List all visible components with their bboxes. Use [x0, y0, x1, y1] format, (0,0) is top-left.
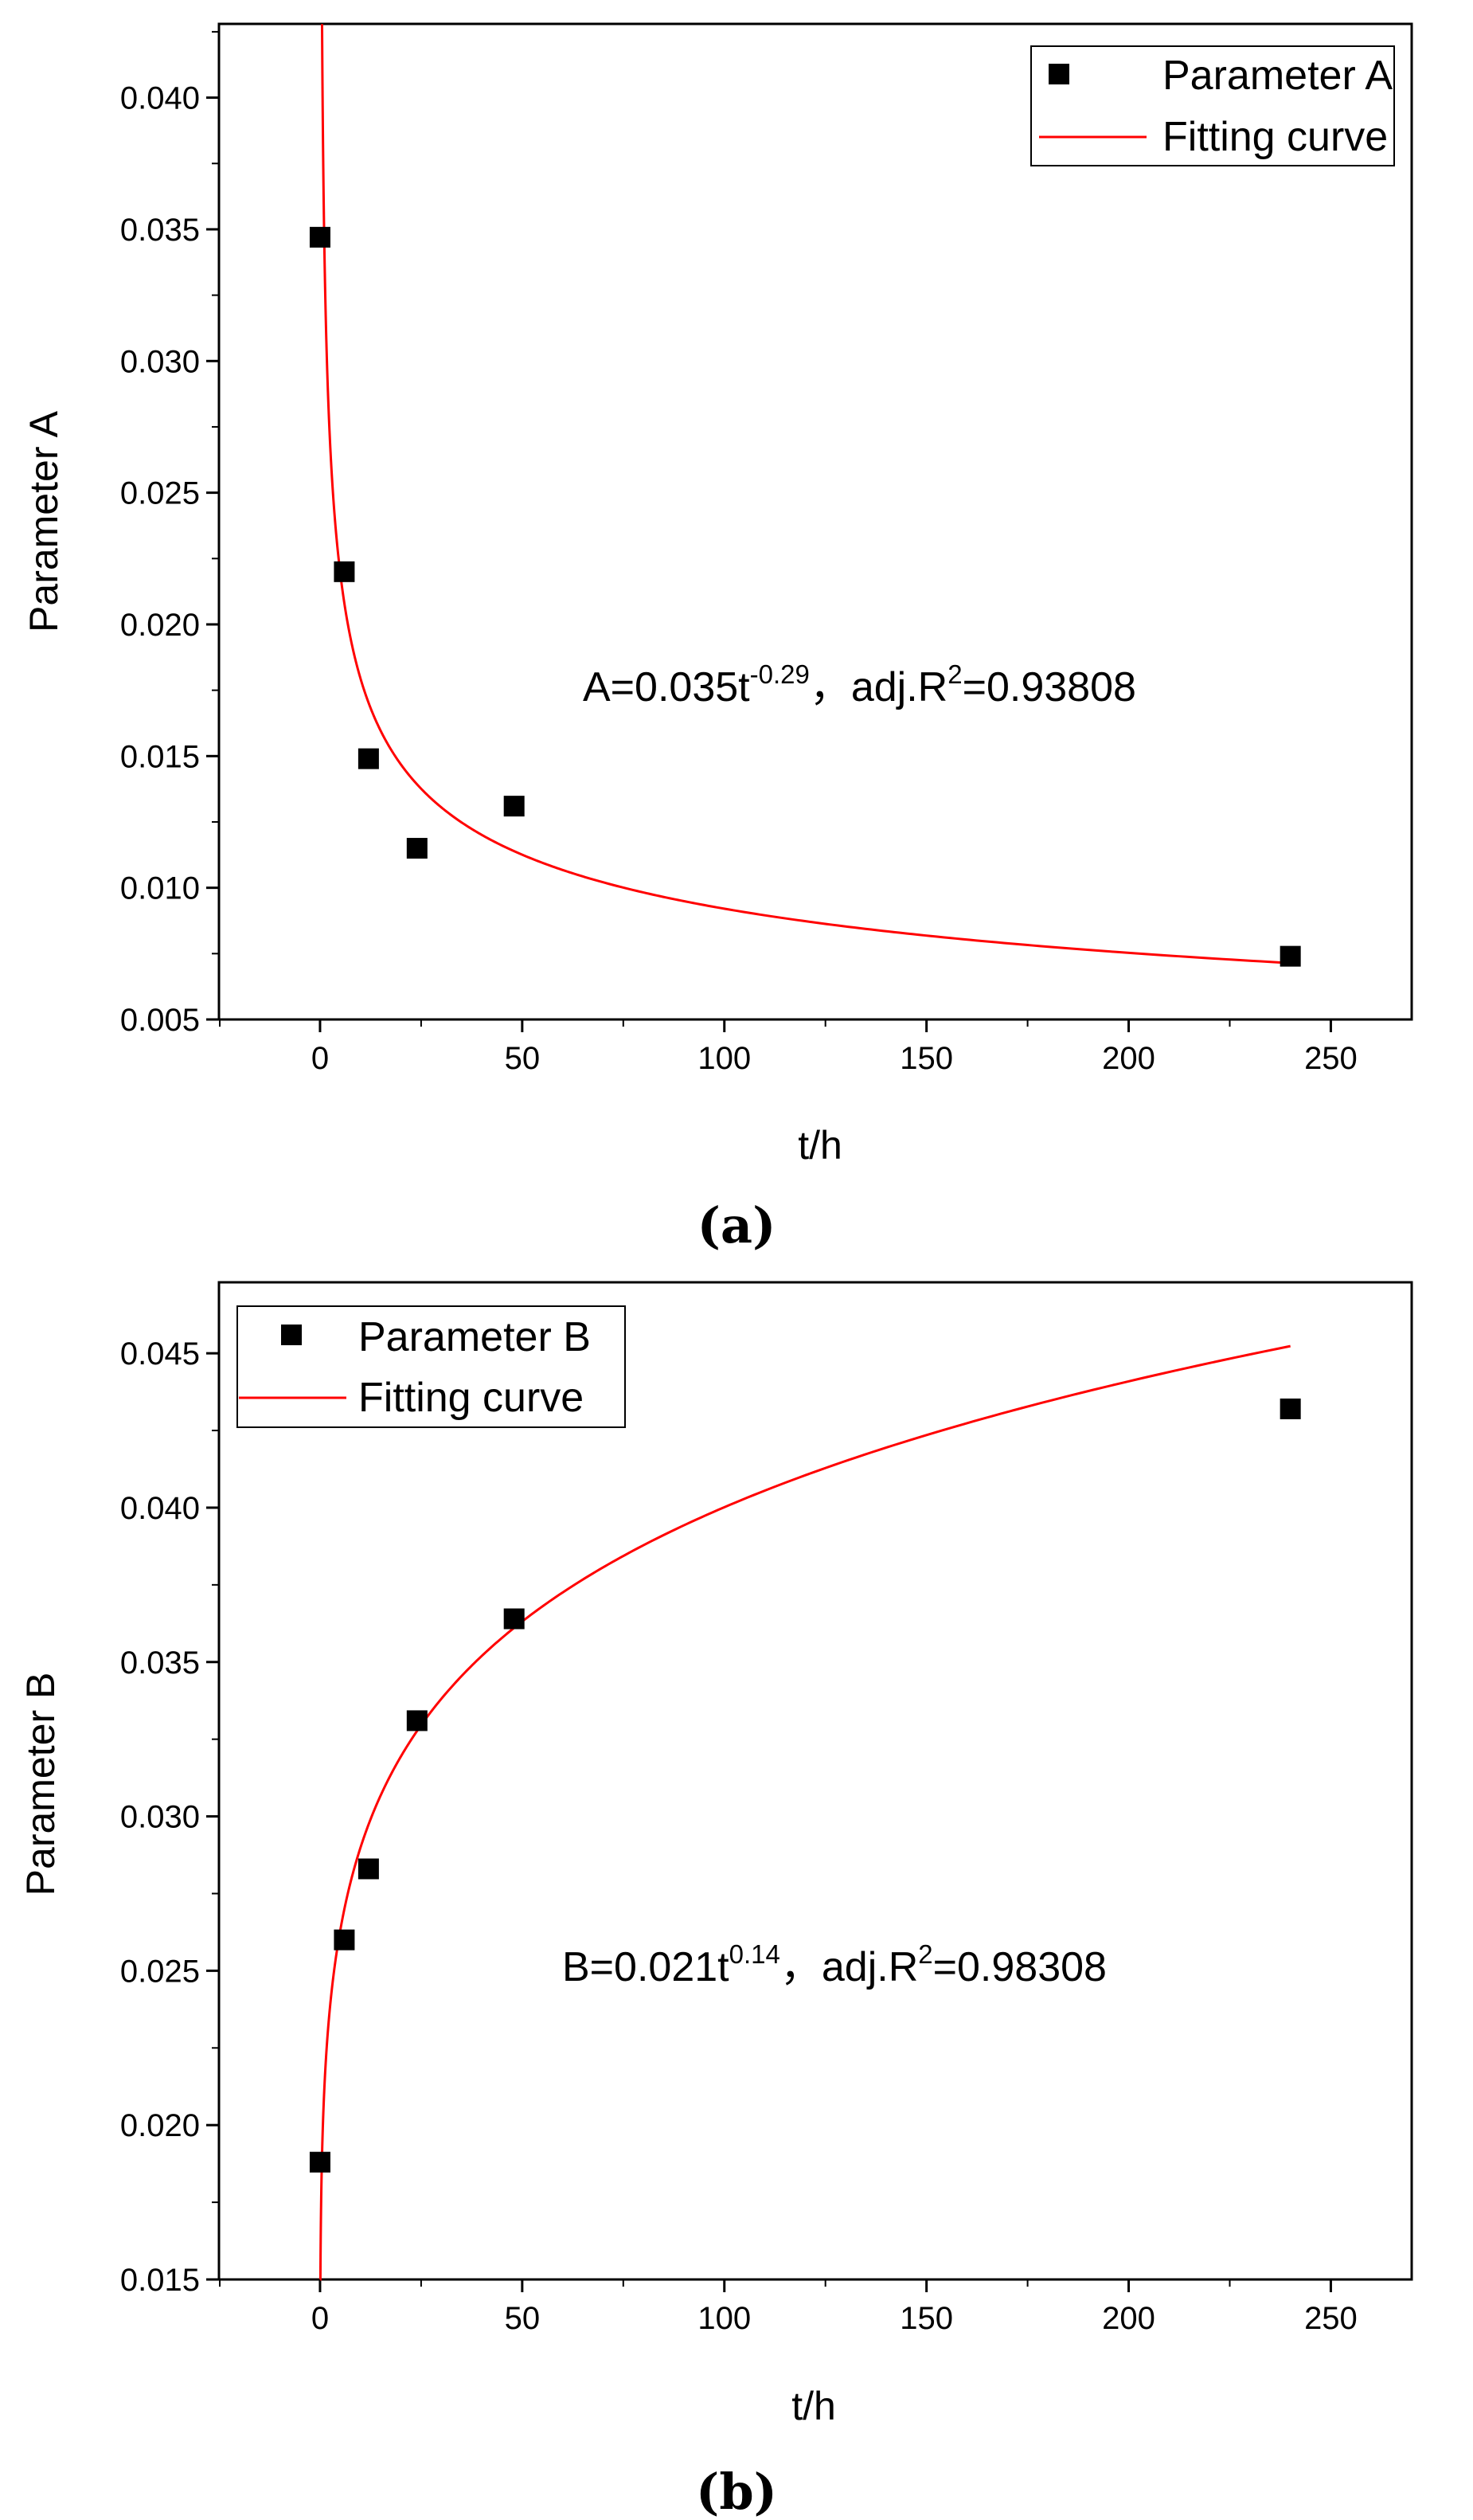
y-axis-label-b: Parameter B: [18, 1673, 63, 1896]
y-tick-label-b-3: 0.030: [120, 1800, 200, 1835]
legend-b: Parameter B Fitting curve: [236, 1305, 626, 1428]
y-tick-label-b-1: 0.020: [120, 2108, 200, 2143]
x-ticks-b: 0 50 100 150 200 250: [219, 2279, 1358, 2336]
legend-marker-b: [281, 1325, 302, 1345]
x-tick-label-a-0: 0: [311, 1041, 329, 1076]
x-tick-label-a-1: 50: [505, 1041, 541, 1076]
y-tick-label-a-3: 0.020: [120, 608, 200, 643]
fitting-curve-b: [318, 1344, 1291, 2281]
y-tick-label-b-2: 0.025: [120, 1954, 200, 1989]
x-ticks-a: 0 50 100 150 200 250: [219, 1019, 1358, 1076]
y-ticks-b: 0.015 0.020 0.025 0.030 0.035 0.040 0.045: [120, 1336, 219, 2298]
plot-frame-a: [217, 22, 1413, 1021]
data-point-b-4: [503, 1608, 525, 1630]
x-tick-label-b-4: 200: [1102, 2301, 1155, 2336]
eq-suffix-b: =0.98308: [933, 1944, 1107, 1990]
eq-prefix-b: B=0.021t: [562, 1944, 729, 1990]
data-points-a: [309, 226, 1301, 967]
x-tick-label-a-2: 100: [697, 1041, 751, 1076]
data-point-a-2: [358, 748, 379, 769]
data-point-b-3: [406, 1710, 428, 1732]
fitting-curve-a: [320, 24, 1291, 965]
legend-label-fitting-curve-a: Fitting curve: [1162, 114, 1388, 160]
x-tick-label-b-5: 250: [1304, 2301, 1358, 2336]
legend-marker-a: [1049, 64, 1069, 84]
data-point-a-4: [503, 796, 525, 817]
y-tick-label-a-1: 0.010: [120, 871, 200, 906]
y-tick-label-b-4: 0.035: [120, 1645, 200, 1681]
eq-prefix-a: A=0.035t: [583, 664, 750, 710]
subfigure-label-b: (b): [696, 2463, 777, 2520]
data-points-b: [309, 1398, 1301, 2173]
data-point-b-1: [334, 1929, 355, 1951]
legend-label-parameter-b: Parameter B: [358, 1314, 591, 1360]
chart-panel-a: 0 50 100 150 200 250 0.005 0.010 0.015 0.020 0.02…: [21, 22, 1413, 1254]
x-tick-label-b-1: 50: [505, 2301, 541, 2336]
legend-label-parameter-a: Parameter A: [1162, 53, 1393, 99]
eq-exponent-a: -0.29: [750, 659, 810, 689]
data-point-a-1: [334, 561, 355, 582]
fit-equation-b: B=0.021t0.14，adj.R2=0.98308: [562, 1939, 1107, 1990]
data-point-b-0: [309, 2151, 330, 2173]
fit-equation-a: A=0.035t-0.29，adj.R2=0.93808: [583, 659, 1136, 710]
x-tick-label-b-2: 100: [697, 2301, 751, 2336]
x-tick-label-b-0: 0: [311, 2301, 329, 2336]
legend-box-a: [1030, 45, 1395, 166]
eq-suffix-a: =0.93808: [963, 664, 1136, 710]
x-tick-label-b-3: 150: [900, 2301, 953, 2336]
y-tick-label-a-0: 0.005: [120, 1003, 200, 1038]
x-tick-label-a-4: 200: [1102, 1041, 1155, 1076]
y-tick-label-b-5: 0.040: [120, 1491, 200, 1526]
eq-middle-b: ，adj.R: [780, 1944, 918, 1990]
eq-exponent-b: 0.14: [729, 1939, 780, 1969]
y-ticks-a: 0.005 0.010 0.015 0.020 0.025 0.030 0.035 0.040: [120, 30, 219, 1038]
subfigure-label-a: (a): [697, 1196, 776, 1254]
eq-r2-exp-b: 2: [918, 1939, 932, 1969]
data-point-b-5: [1280, 1398, 1301, 1419]
y-tick-label-a-5: 0.030: [120, 344, 200, 379]
y-tick-label-a-4: 0.025: [120, 476, 200, 511]
y-tick-label-b-6: 0.045: [120, 1336, 200, 1372]
y-tick-label-a-6: 0.035: [120, 213, 200, 248]
x-tick-label-a-3: 150: [900, 1041, 953, 1076]
legend-box-b: [236, 1305, 626, 1428]
x-axis-label-a: t/h: [798, 1123, 842, 1168]
y-tick-label-a-7: 0.040: [120, 81, 200, 116]
data-point-b-2: [358, 1858, 379, 1880]
chart-panel-b: 0 50 100 150 200 250 0.015 0.020 0.025 0.030 0.03…: [18, 1281, 1413, 2520]
plot-frame-b: [217, 1281, 1413, 2281]
y-tick-label-a-2: 0.015: [120, 739, 200, 774]
data-point-a-0: [309, 226, 330, 248]
legend-label-fitting-curve-b: Fitting curve: [358, 1375, 584, 1421]
y-axis-label-a: Parameter A: [21, 410, 66, 632]
eq-middle-a: ，adj.R: [810, 664, 947, 710]
eq-r2-exp-a: 2: [947, 659, 962, 689]
x-tick-label-a-5: 250: [1304, 1041, 1358, 1076]
y-tick-label-b-0: 0.015: [120, 2263, 200, 2298]
data-point-a-5: [1280, 945, 1301, 967]
legend-a: Parameter A Fitting curve: [1030, 45, 1395, 166]
x-axis-label-b: t/h: [791, 2384, 836, 2428]
data-point-a-3: [406, 838, 428, 859]
